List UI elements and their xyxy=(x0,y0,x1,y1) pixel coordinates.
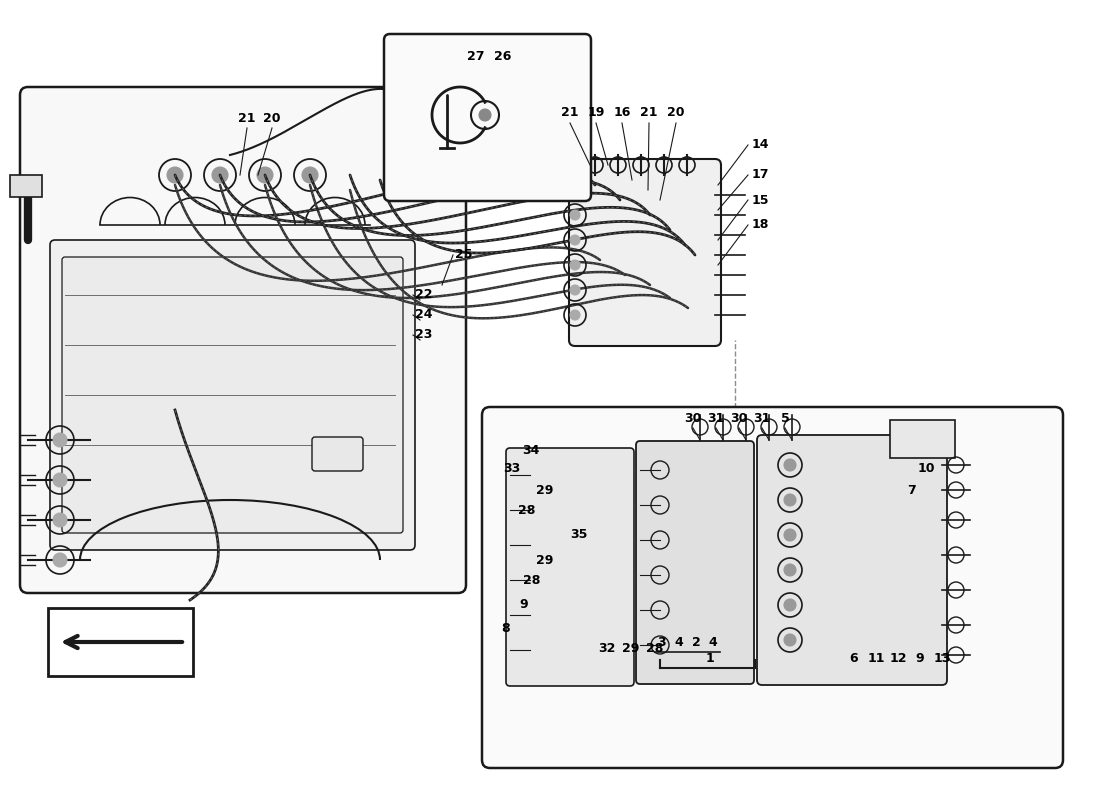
Circle shape xyxy=(570,260,580,270)
Text: eurospares: eurospares xyxy=(145,130,339,158)
Text: 21: 21 xyxy=(239,111,255,125)
Text: 20: 20 xyxy=(668,106,684,119)
Circle shape xyxy=(570,310,580,320)
Text: 29: 29 xyxy=(536,554,553,566)
Circle shape xyxy=(570,185,580,195)
Text: 33: 33 xyxy=(503,462,520,474)
Text: 34: 34 xyxy=(522,443,540,457)
Circle shape xyxy=(570,210,580,220)
Text: 31: 31 xyxy=(754,411,771,425)
Text: 1: 1 xyxy=(705,651,714,665)
FancyBboxPatch shape xyxy=(506,448,634,686)
Text: 6: 6 xyxy=(849,651,858,665)
FancyBboxPatch shape xyxy=(569,159,720,346)
Text: 25: 25 xyxy=(455,249,473,262)
Text: 5: 5 xyxy=(781,411,790,425)
Bar xyxy=(10,175,42,197)
Text: 30: 30 xyxy=(730,411,748,425)
Text: 14: 14 xyxy=(752,138,770,151)
Circle shape xyxy=(53,433,67,447)
Text: 8: 8 xyxy=(502,622,510,634)
Circle shape xyxy=(570,285,580,295)
Circle shape xyxy=(784,529,796,541)
Text: 4: 4 xyxy=(674,637,683,650)
Text: 35: 35 xyxy=(570,529,587,542)
Text: 29: 29 xyxy=(623,642,640,654)
Text: 19: 19 xyxy=(587,106,605,119)
Circle shape xyxy=(784,494,796,506)
Circle shape xyxy=(167,167,183,183)
Text: 21: 21 xyxy=(561,106,579,119)
Text: 22: 22 xyxy=(415,289,432,302)
FancyBboxPatch shape xyxy=(636,441,754,684)
Text: 10: 10 xyxy=(918,462,935,474)
Text: 29: 29 xyxy=(536,483,553,497)
Circle shape xyxy=(784,564,796,576)
Circle shape xyxy=(784,459,796,471)
Text: 2: 2 xyxy=(692,637,701,650)
Text: 15: 15 xyxy=(752,194,770,206)
FancyBboxPatch shape xyxy=(312,437,363,471)
Text: eurospares: eurospares xyxy=(101,418,383,462)
Text: 32: 32 xyxy=(598,642,616,654)
Text: 24: 24 xyxy=(415,309,432,322)
Text: 30: 30 xyxy=(684,411,702,425)
Text: 7: 7 xyxy=(908,483,915,497)
Circle shape xyxy=(53,553,67,567)
Circle shape xyxy=(478,109,491,121)
Text: 26: 26 xyxy=(494,50,512,63)
Circle shape xyxy=(212,167,228,183)
Circle shape xyxy=(784,634,796,646)
Circle shape xyxy=(53,513,67,527)
Text: 13: 13 xyxy=(933,651,950,665)
Text: 20: 20 xyxy=(263,111,280,125)
Text: 28: 28 xyxy=(522,574,540,586)
FancyBboxPatch shape xyxy=(20,87,466,593)
Text: 9: 9 xyxy=(915,651,924,665)
FancyBboxPatch shape xyxy=(384,34,591,201)
Circle shape xyxy=(302,167,318,183)
Text: 3: 3 xyxy=(658,637,667,650)
Text: 31: 31 xyxy=(707,411,725,425)
Text: eurospares: eurospares xyxy=(651,562,845,590)
Bar xyxy=(890,420,955,458)
Circle shape xyxy=(53,473,67,487)
Text: 28: 28 xyxy=(647,642,663,654)
FancyBboxPatch shape xyxy=(482,407,1063,768)
Circle shape xyxy=(570,235,580,245)
Text: 27: 27 xyxy=(468,50,485,63)
Text: 28: 28 xyxy=(518,503,535,517)
Bar xyxy=(48,608,192,676)
Text: 4: 4 xyxy=(708,637,717,650)
Text: 11: 11 xyxy=(867,651,884,665)
Text: 16: 16 xyxy=(614,106,630,119)
FancyBboxPatch shape xyxy=(50,240,415,550)
Text: 17: 17 xyxy=(752,169,770,182)
FancyBboxPatch shape xyxy=(62,257,403,533)
Text: 21: 21 xyxy=(640,106,658,119)
Circle shape xyxy=(257,167,273,183)
Circle shape xyxy=(784,599,796,611)
Text: 9: 9 xyxy=(519,598,528,611)
FancyBboxPatch shape xyxy=(757,435,947,685)
Text: 23: 23 xyxy=(415,329,432,342)
Text: 12: 12 xyxy=(889,651,906,665)
Text: 18: 18 xyxy=(752,218,769,231)
